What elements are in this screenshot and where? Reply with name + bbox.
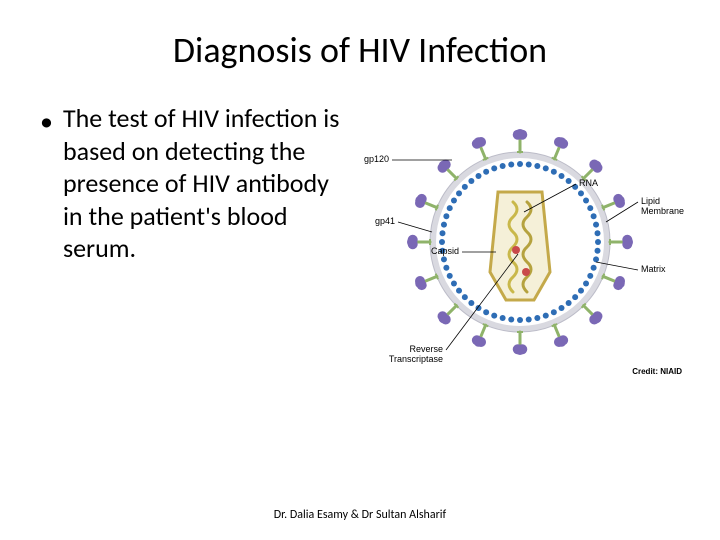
svg-text:RNA: RNA — [579, 178, 598, 188]
svg-text:Capsid: Capsid — [431, 246, 459, 256]
svg-text:Membrane: Membrane — [641, 206, 684, 216]
bullet-marker: • — [40, 106, 53, 137]
svg-text:Transcriptase: Transcriptase — [389, 354, 443, 364]
svg-text:Lipid: Lipid — [641, 196, 660, 206]
bullet-text: The test of HIV infection is based on de… — [63, 102, 340, 265]
slide-title: Diagnosis of HIV Infection — [40, 28, 680, 72]
svg-text:Credit: NIAID: Credit: NIAID — [632, 367, 682, 376]
bullet-item: • The test of HIV infection is based on … — [40, 102, 340, 265]
svg-text:Matrix: Matrix — [641, 264, 666, 274]
svg-text:gp41: gp41 — [375, 216, 395, 226]
slide: Diagnosis of HIV Infection • The test of… — [0, 0, 720, 540]
slide-footer: Dr. Dalia Esamy & Dr Sultan Alsharif — [0, 508, 720, 522]
content-row: • The test of HIV infection is based on … — [40, 102, 680, 382]
virion-svg: gp120 gp41 Capsid ReverseTranscriptase RNA Li… — [350, 102, 690, 382]
svg-text:Reverse: Reverse — [409, 344, 443, 354]
hiv-virion-diagram: gp120 gp41 Capsid ReverseTranscriptase RNA Li… — [350, 102, 690, 382]
svg-text:gp120: gp120 — [364, 154, 389, 164]
